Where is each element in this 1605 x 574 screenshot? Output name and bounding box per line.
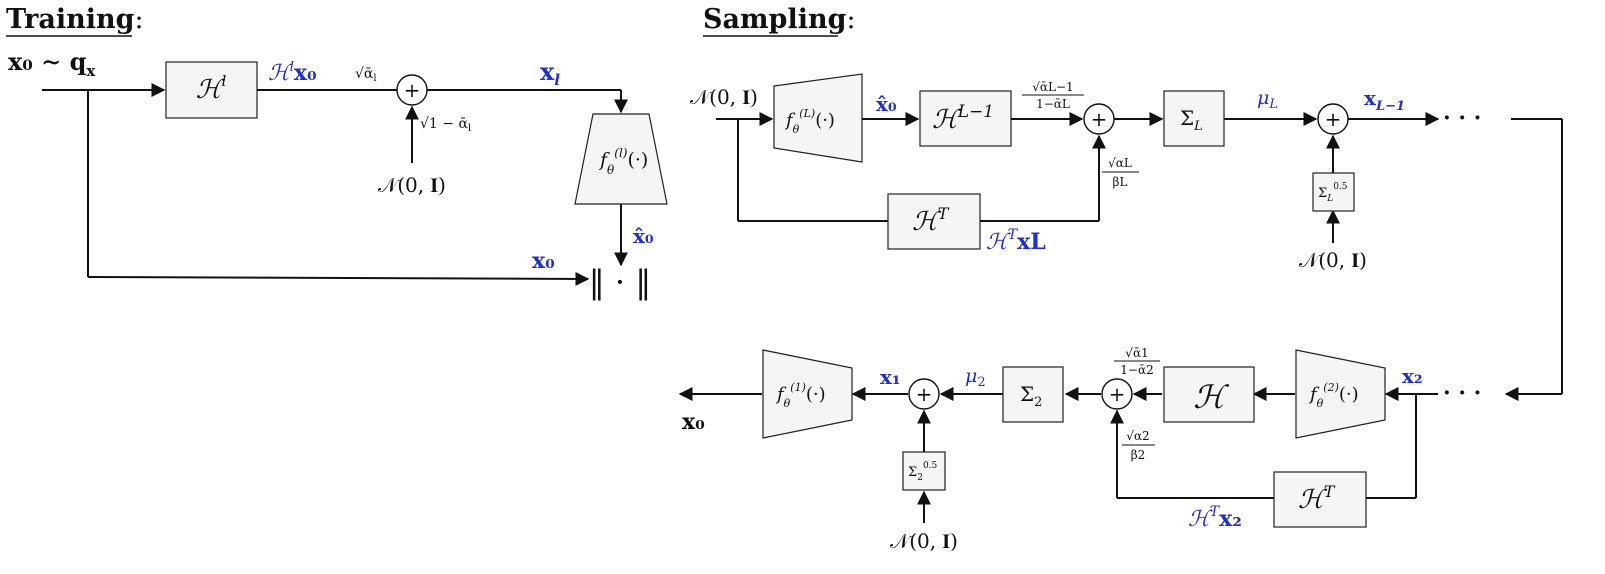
sampling-noise-2: 𝒩(0, 𝐈) [890,529,958,553]
training-diagram: x₀ ∼ qx ℋl ℋlx₀ √ᾱl + √1 − ᾱl � [8,47,668,301]
x-L-minus-1-label: xL−1 [1364,86,1405,114]
x1-label: x₁ [880,365,901,389]
sampling-bottom-row: · · · x₂ fθ(2)(·) ℋ √ᾱ1 1−ᾱ2 [678,346,1481,553]
mu-L-label: μL [1257,87,1278,112]
H-L-minus-1-label: ℋL−1 [932,102,994,135]
coef2-bottom-denominator: β2 [1131,448,1146,462]
coef-bottom-numerator: √αL [1108,156,1132,170]
sampling-sum-bottom-1 [1101,378,1133,410]
network-1-shape [762,349,853,439]
H-l-operator-label: ℋl [196,72,227,105]
Sigma-L-sqrt-box [1312,172,1355,212]
Sigma-2-sqrt-box [902,451,946,491]
Sigma-L-sqrt-label: ΣL0.5 [1318,182,1348,204]
H-T-bottom-label: ℋT [1298,482,1336,515]
coef-top-numerator: √ᾱL−1 [1032,80,1073,94]
sampling-sum-bottom-1-symbol: + [1109,382,1126,406]
sampling-sum-top-1 [1083,103,1115,135]
Sigma-L-box [1163,90,1225,147]
heading-sampling-colon: : [846,4,855,35]
coef-bottom-fraction: √αL βL [1102,156,1139,189]
H-L-minus-1-box [919,90,1012,147]
H-T-top-box [887,193,981,250]
dots-bottom: · · · [1443,380,1481,406]
training-sum-node [396,74,428,106]
H-l-x0-label: ℋlx₀ [268,60,317,86]
heading-training-colon: : [135,4,144,35]
training-x0-label: x₀ [532,248,555,274]
heading-training: Training: [6,4,144,37]
network-2-shape [1295,349,1386,439]
H-l-operator-box [165,61,258,119]
H-operator-label: ℋ [1193,378,1229,416]
svg-text:Training:: Training: [6,4,144,35]
coef-top-denominator: 1−ᾱL [1036,97,1070,111]
H-T-top-label: ℋT [912,204,950,237]
norm-operator: ‖ · ‖ [589,263,652,301]
training-sum-symbol: + [404,78,421,102]
Sigma-2-sqrt-label: Σ20.5 [908,461,938,483]
dots-top: · · · [1443,105,1481,131]
sampling-sum-top-1-symbol: + [1091,107,1108,131]
coef-bottom-denominator: βL [1113,175,1128,189]
coef2-top-numerator: √ᾱ1 [1125,346,1148,360]
H-T-bottom-box [1273,471,1367,528]
heading-training-text: Training [6,4,135,35]
network-L-shape [773,73,863,163]
sampling-noise-L: 𝒩(0, 𝐈) [1299,248,1367,272]
H-operator-box [1163,366,1255,423]
sampling-top-row: 𝒩(0, 𝐈) fθ(L)(·) x̂₀ ℋL−1 √ᾱL−1 [690,73,1563,401]
Sigma-2-box [1002,366,1064,423]
coef-top-fraction: √ᾱL−1 1−ᾱL [1022,80,1084,111]
sampling-sum-top-2-symbol: + [1325,107,1342,131]
sampling-noise-input: 𝒩(0, 𝐈) [690,85,758,109]
H-T-xL-label: ℋTxL [986,227,1046,255]
sqrt-alpha-bar-label: √ᾱl [355,66,377,84]
svg-text:Sampling:: Sampling: [703,4,856,35]
x2-label: x₂ [1402,364,1423,388]
x-l-label: xl [540,57,560,89]
heading-sampling: Sampling: [703,4,856,37]
sampling-sum-top-2 [1317,103,1349,135]
coef2-top-fraction: √ᾱ1 1−ᾱ2 [1114,346,1160,377]
heading-sampling-text: Sampling [703,4,847,35]
training-network-label: fθ(l)(·) [598,146,648,177]
training-x0-hat-label: x̂₀ [633,224,654,248]
sqrt-one-minus-alpha-label: √1 − ᾱl [420,116,471,134]
training-input-label: x₀ ∼ qx [8,47,96,80]
coef2-top-denominator: 1−ᾱ2 [1120,363,1153,377]
mu-2-label: μ2 [965,365,986,390]
Sigma-2-label: Σ2 [1020,382,1042,410]
coef2-bottom-fraction: √α2 β2 [1122,429,1155,462]
coef2-bottom-numerator: √α2 [1126,429,1149,443]
sampling-x0-hat-label: x̂₀ [876,92,897,116]
sampling-x0-output-label: x₀ [682,409,705,435]
sampling-sum-bottom-2 [908,378,940,410]
Sigma-L-label: ΣL [1180,106,1203,134]
sampling-sum-bottom-2-symbol: + [916,382,933,406]
H-T-x2-label: ℋTx₂ [1188,504,1242,532]
training-noise-label: 𝒩(0, 𝐈) [378,173,446,197]
wire-to-norm [87,271,590,286]
training-network-shape [574,113,668,205]
